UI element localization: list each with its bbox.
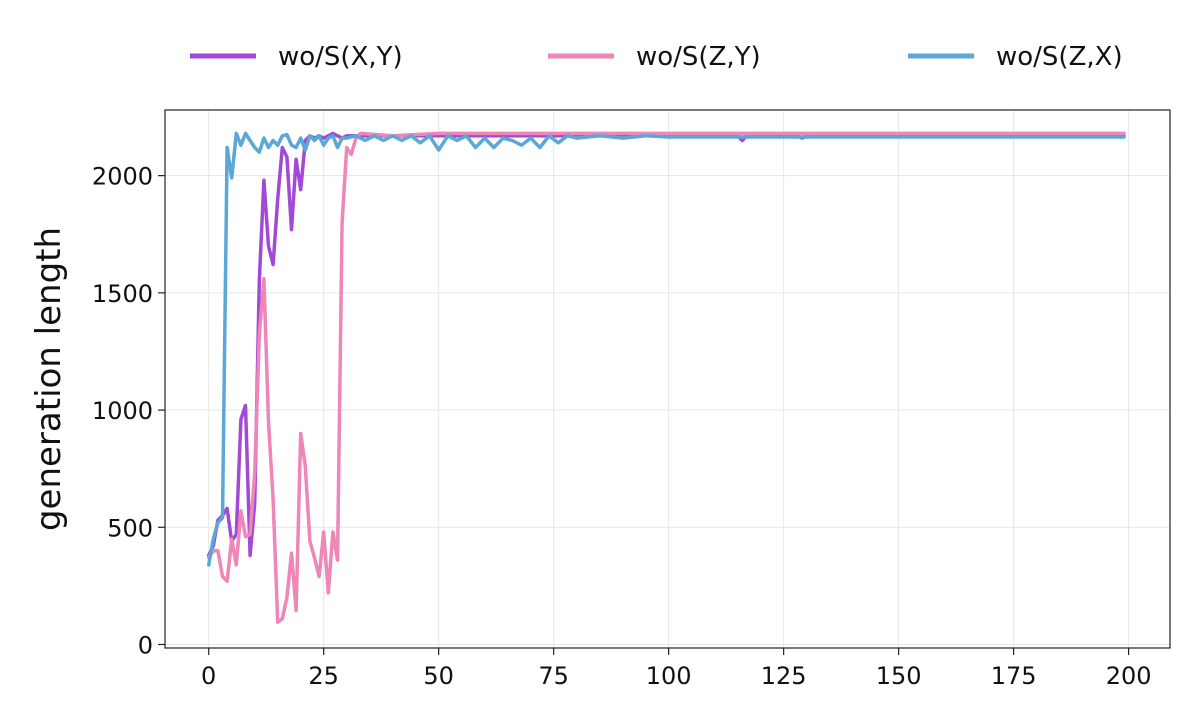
y-tick-label: 1500 [92, 280, 153, 308]
legend-label: wo/S(X,Y) [278, 42, 403, 72]
x-tick-label: 75 [538, 662, 569, 690]
x-tick-label: 125 [761, 662, 807, 690]
legend-label: wo/S(Z,Y) [636, 42, 761, 72]
y-tick-label: 0 [138, 631, 153, 659]
y-tick-label: 1000 [92, 397, 153, 425]
x-tick-label: 100 [646, 662, 692, 690]
x-tick-label: 50 [423, 662, 454, 690]
x-tick-label: 200 [1106, 662, 1152, 690]
series-line-3 [206, 131, 1126, 567]
x-tick-label: 150 [876, 662, 922, 690]
series-line-1 [206, 131, 1126, 558]
x-tick-label: 25 [308, 662, 339, 690]
series-lines [206, 131, 1126, 624]
y-axis-title: generation length [29, 227, 69, 531]
grid [165, 110, 1170, 648]
legend-label: wo/S(Z,X) [996, 42, 1123, 72]
legend: wo/S(X,Y) wo/S(Z,Y) wo/S(Z,X) [190, 42, 1123, 72]
x-tick-label: 175 [991, 662, 1037, 690]
y-tick-label: 500 [107, 514, 153, 542]
x-tick-label: 0 [201, 662, 216, 690]
plot-area-frame [164, 109, 1171, 649]
y-tick-label: 2000 [92, 163, 153, 191]
series-line-2 [206, 131, 1126, 624]
